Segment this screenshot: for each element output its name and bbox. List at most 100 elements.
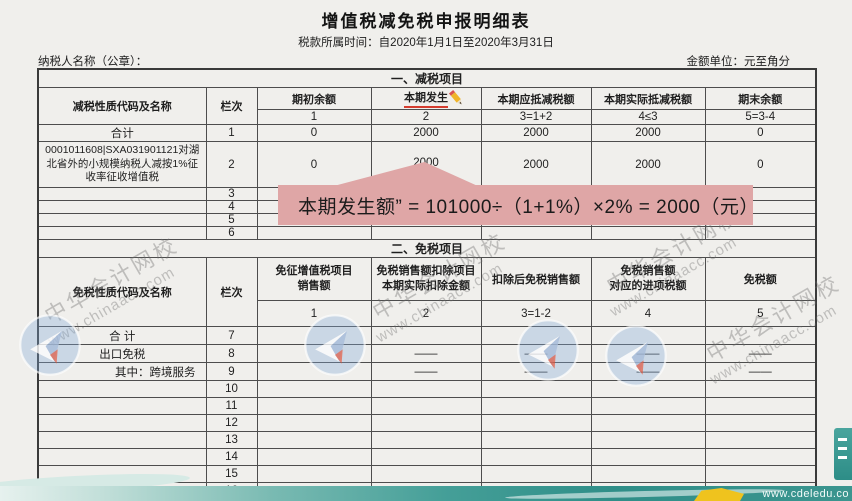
cell: 2000 xyxy=(480,124,592,142)
cell xyxy=(704,448,817,466)
cell: 0 xyxy=(704,141,817,188)
row-no: 15 xyxy=(205,465,258,483)
s1-sub-1: 1 xyxy=(256,109,372,125)
cell xyxy=(256,397,372,415)
cell xyxy=(256,362,372,381)
row-name xyxy=(37,213,207,227)
table-row: 14 xyxy=(37,448,817,466)
row-name xyxy=(37,226,207,240)
s2-sub-4: 4 xyxy=(590,300,706,327)
cell xyxy=(370,431,482,449)
cell xyxy=(704,397,817,415)
footer-yellow-graphic xyxy=(694,488,744,501)
cell xyxy=(590,226,706,240)
row-name: 合计 xyxy=(37,124,207,142)
section1-title: 一、减税项目 xyxy=(37,68,817,88)
s2-col-h5: 免税额 xyxy=(704,257,817,301)
s2-sub-5: 5 xyxy=(704,300,817,327)
cell xyxy=(370,414,482,432)
table-row: 11 xyxy=(37,397,817,415)
row-name xyxy=(37,187,207,201)
table-row: 合 计 7 xyxy=(37,326,817,345)
footer-url: www.cdeledu.co xyxy=(762,488,849,500)
cell xyxy=(590,326,706,345)
s1-sub-5: 5=3-4 xyxy=(704,109,817,125)
s1-col-h2: 本期发生 xyxy=(370,87,482,110)
cell xyxy=(704,414,817,432)
cell xyxy=(256,414,372,432)
cell xyxy=(370,448,482,466)
cell: 2000 xyxy=(590,124,706,142)
row-name xyxy=(37,397,207,415)
row-no: 1 xyxy=(205,124,258,142)
s2-col-h3: 扣除后免税销售额 xyxy=(480,257,592,301)
cell xyxy=(256,431,372,449)
cell xyxy=(480,414,592,432)
cell xyxy=(590,380,706,398)
s1-col-h1: 期初余额 xyxy=(256,87,372,110)
cell xyxy=(480,226,592,240)
s2-sub-2: 2 xyxy=(370,300,482,327)
table-row: 出口免税 8 —— —— —— —— xyxy=(37,344,817,363)
cell: —— xyxy=(480,344,592,363)
cell xyxy=(370,326,482,345)
cell xyxy=(590,448,706,466)
s2-col-lanci: 栏次 xyxy=(205,257,258,327)
s2-sub-1: 1 xyxy=(256,300,372,327)
s1-sub-3: 3=1+2 xyxy=(480,109,592,125)
row-no: 6 xyxy=(205,226,258,240)
cell xyxy=(590,397,706,415)
cell xyxy=(256,226,372,240)
row-name: 其中：跨境服务 xyxy=(37,362,207,381)
row-no: 3 xyxy=(205,187,258,201)
cell xyxy=(370,465,482,483)
row-no: 5 xyxy=(205,213,258,227)
section2-colhead-row: 免税性质代码及名称 栏次 免征增值税项目 销售额 免税销售额扣除项目 本期实际扣… xyxy=(37,257,817,327)
amount-unit-label: 金额单位：元至角分 xyxy=(686,56,791,68)
cell xyxy=(704,431,817,449)
table-row: 6 xyxy=(37,226,817,240)
cell xyxy=(256,380,372,398)
row-no: 10 xyxy=(205,380,258,398)
row-name: 出口免税 xyxy=(37,344,207,363)
cell: 2000 xyxy=(370,124,482,142)
s1-col-h3: 本期应抵减税额 xyxy=(480,87,592,110)
table-row: 10 xyxy=(37,380,817,398)
pencil-icon xyxy=(447,89,465,107)
cell xyxy=(704,380,817,398)
s1-col-h5: 期末余额 xyxy=(704,87,817,110)
cell xyxy=(480,448,592,466)
s2-col-h4: 免税销售额 对应的进项税额 xyxy=(590,257,706,301)
cell: 0 xyxy=(256,124,372,142)
cell: 2000 xyxy=(590,141,706,188)
cell: 0 xyxy=(704,124,817,142)
row-no: 11 xyxy=(205,397,258,415)
table-row: 12 xyxy=(37,414,817,432)
row-no: 2 xyxy=(205,141,258,188)
row-no: 13 xyxy=(205,431,258,449)
table-row: 13 xyxy=(37,431,817,449)
row-no: 14 xyxy=(205,448,258,466)
cell xyxy=(256,326,372,345)
cell xyxy=(590,414,706,432)
vat-reduction-table: 一、减税项目 减税性质代码及名称 栏次 期初余额 本期发生 本期应抵减税额 本期… xyxy=(37,68,818,501)
s1-col-h2-label: 本期发生 xyxy=(404,89,448,108)
row-name xyxy=(37,431,207,449)
cell xyxy=(256,344,372,363)
cell: —— xyxy=(370,362,482,381)
cell xyxy=(704,326,817,345)
cell xyxy=(590,431,706,449)
row-name xyxy=(37,380,207,398)
s2-col-h1: 免征增值税项目 销售额 xyxy=(256,257,372,301)
s1-col-lanci: 栏次 xyxy=(205,87,258,125)
page-title: 增值税减免税申报明细表 xyxy=(321,12,531,31)
s2-col-h2: 免税销售额扣除项目 本期实际扣除金额 xyxy=(370,257,482,301)
cell: —— xyxy=(590,362,706,381)
formula-callout: 本期发生额” = 101000÷（1+1%）×2% = 2000（元） xyxy=(278,185,758,225)
row-no: 7 xyxy=(205,326,258,345)
row-no: 4 xyxy=(205,200,258,214)
row-name: 0001011608|SXA031901121对湖北省外的小规模纳税人减按1%征… xyxy=(37,141,207,188)
row-name xyxy=(37,200,207,214)
row-name: 合 计 xyxy=(37,326,207,345)
